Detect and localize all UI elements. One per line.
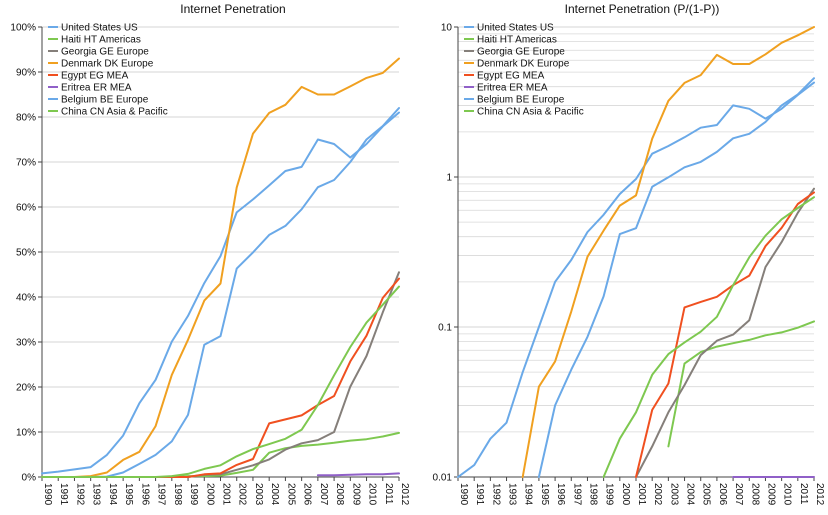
legend-label: China CN Asia & Pacific <box>477 107 584 118</box>
x-tick-label: 2012 <box>814 483 825 506</box>
x-tick-label: 2008 <box>334 483 345 506</box>
y-tick-label: 1 <box>446 173 452 184</box>
x-tick-label: 1997 <box>571 483 582 506</box>
chart-title: Internet Penetration <box>180 2 285 16</box>
x-tick-label: 2006 <box>302 483 313 506</box>
y-tick-label: 30% <box>16 338 36 349</box>
x-tick-label: 1998 <box>172 483 183 506</box>
x-tick-label: 2000 <box>620 483 631 506</box>
y-tick-label: 60% <box>16 203 36 214</box>
x-tick-label: 2005 <box>701 483 712 506</box>
y-tick-label: 0.01 <box>433 473 453 484</box>
x-tick-label: 1991 <box>58 483 69 506</box>
x-tick-label: 1992 <box>74 483 85 506</box>
x-tick-label: 2003 <box>253 483 264 506</box>
series-line-united-states-us <box>41 111 400 475</box>
y-tick-label: 80% <box>16 113 36 124</box>
x-tick-label: 2003 <box>668 483 679 506</box>
series-line-belgium-be-europe <box>537 77 815 478</box>
series-line-china-cn-asia-pacific <box>41 285 400 478</box>
legend-label: Georgia GE Europe <box>477 47 565 58</box>
x-tick-label: 2011 <box>798 483 809 505</box>
legend-label: Eritrea ER MEA <box>61 83 132 94</box>
x-tick-label: 1991 <box>474 483 485 506</box>
x-tick-label: 1999 <box>604 483 615 506</box>
legend-label: Denmark DK Europe <box>61 59 154 70</box>
x-tick-label: 1995 <box>539 483 550 506</box>
x-tick-label: 1990 <box>42 483 53 506</box>
x-tick-label: 2001 <box>221 483 232 506</box>
legend-label: Egypt EG MEA <box>477 71 545 82</box>
x-tick-label: 1995 <box>123 483 134 506</box>
x-tick-label: 2000 <box>204 483 215 506</box>
y-tick-label: 0% <box>22 473 37 484</box>
legend-label: Haiti HT Americas <box>61 35 141 46</box>
x-tick-label: 1993 <box>91 483 102 506</box>
x-tick-label: 2011 <box>383 483 394 505</box>
x-tick-label: 2004 <box>685 483 696 506</box>
chart-linear-penetration: Internet Penetration 0% 10% 20% 30% 40% 50% 60… <box>10 2 410 506</box>
y-tick-label: 10 <box>441 23 453 34</box>
series-line-egypt-eg-mea <box>635 191 815 478</box>
legend-label: Georgia GE Europe <box>61 47 149 58</box>
x-tick-label: 2002 <box>237 483 248 506</box>
y-tick-label: 50% <box>16 248 36 259</box>
x-tick-label: 2006 <box>717 483 728 506</box>
y-tick-label: 40% <box>16 293 36 304</box>
x-tick-label: 2010 <box>782 483 793 506</box>
legend-label: China CN Asia & Pacific <box>61 107 168 118</box>
y-tick-label: 0.1 <box>438 323 452 334</box>
series-line-united-states-us <box>457 81 815 478</box>
series-line-haiti-ht-americas <box>667 320 815 448</box>
x-tick-label: 2001 <box>636 483 647 506</box>
x-tick-label: 1999 <box>188 483 199 506</box>
x-tick-label: 2007 <box>318 483 329 506</box>
x-tick-label: 1998 <box>587 483 598 506</box>
legend-label: Egypt EG MEA <box>61 71 129 82</box>
y-tick-label: 90% <box>16 68 36 79</box>
y-tick-label: 100% <box>10 23 36 34</box>
legend-label: Eritrea ER MEA <box>477 83 548 94</box>
x-tick-label: 1993 <box>507 483 518 506</box>
series-line-denmark-dk-europe <box>41 57 400 478</box>
series-line-eritrea-er-mea <box>316 472 400 477</box>
series-line-denmark-dk-europe <box>521 26 815 478</box>
chart-odds-log-penetration: Internet Penetration (P/(1-P)) 0.01 0.1 1 1… <box>433 2 825 506</box>
legend-label: United States US <box>61 23 138 34</box>
x-tick-label: 2008 <box>749 483 760 506</box>
x-tick-label: 2005 <box>285 483 296 506</box>
x-tick-label: 1997 <box>156 483 167 506</box>
series-line-haiti-ht-americas <box>41 431 400 478</box>
series-line-china-cn-asia-pacific <box>602 196 815 478</box>
y-tick-label: 70% <box>16 158 36 169</box>
legend-label: Belgium BE Europe <box>61 95 149 106</box>
x-tick-label: 2009 <box>350 483 361 506</box>
x-tick-label: 2009 <box>765 483 776 506</box>
chart-title: Internet Penetration (P/(1-P)) <box>565 2 720 16</box>
series-line-georgia-ge-europe <box>635 187 815 478</box>
x-tick-label: 2004 <box>269 483 280 506</box>
legend-label: Denmark DK Europe <box>477 59 570 70</box>
series-line-egypt-eg-mea <box>41 277 400 478</box>
x-tick-label: 2007 <box>733 483 744 506</box>
x-tick-label: 2010 <box>367 483 378 506</box>
x-tick-label: 1994 <box>107 483 118 506</box>
y-tick-label: 10% <box>16 428 36 439</box>
x-tick-label: 1994 <box>523 483 534 506</box>
legend-label: Belgium BE Europe <box>477 95 565 106</box>
legend-label: Haiti HT Americas <box>477 35 557 46</box>
legend-label: United States US <box>477 23 554 34</box>
y-tick-label: 20% <box>16 383 36 394</box>
x-tick-label: 1996 <box>555 483 566 506</box>
series-line-georgia-ge-europe <box>41 271 400 478</box>
series-line-belgium-be-europe <box>41 107 400 478</box>
x-tick-label: 1996 <box>139 483 150 506</box>
x-tick-label: 1990 <box>458 483 469 506</box>
x-tick-label: 1992 <box>490 483 501 506</box>
x-tick-label: 2002 <box>652 483 663 506</box>
x-tick-label: 2012 <box>399 483 410 506</box>
